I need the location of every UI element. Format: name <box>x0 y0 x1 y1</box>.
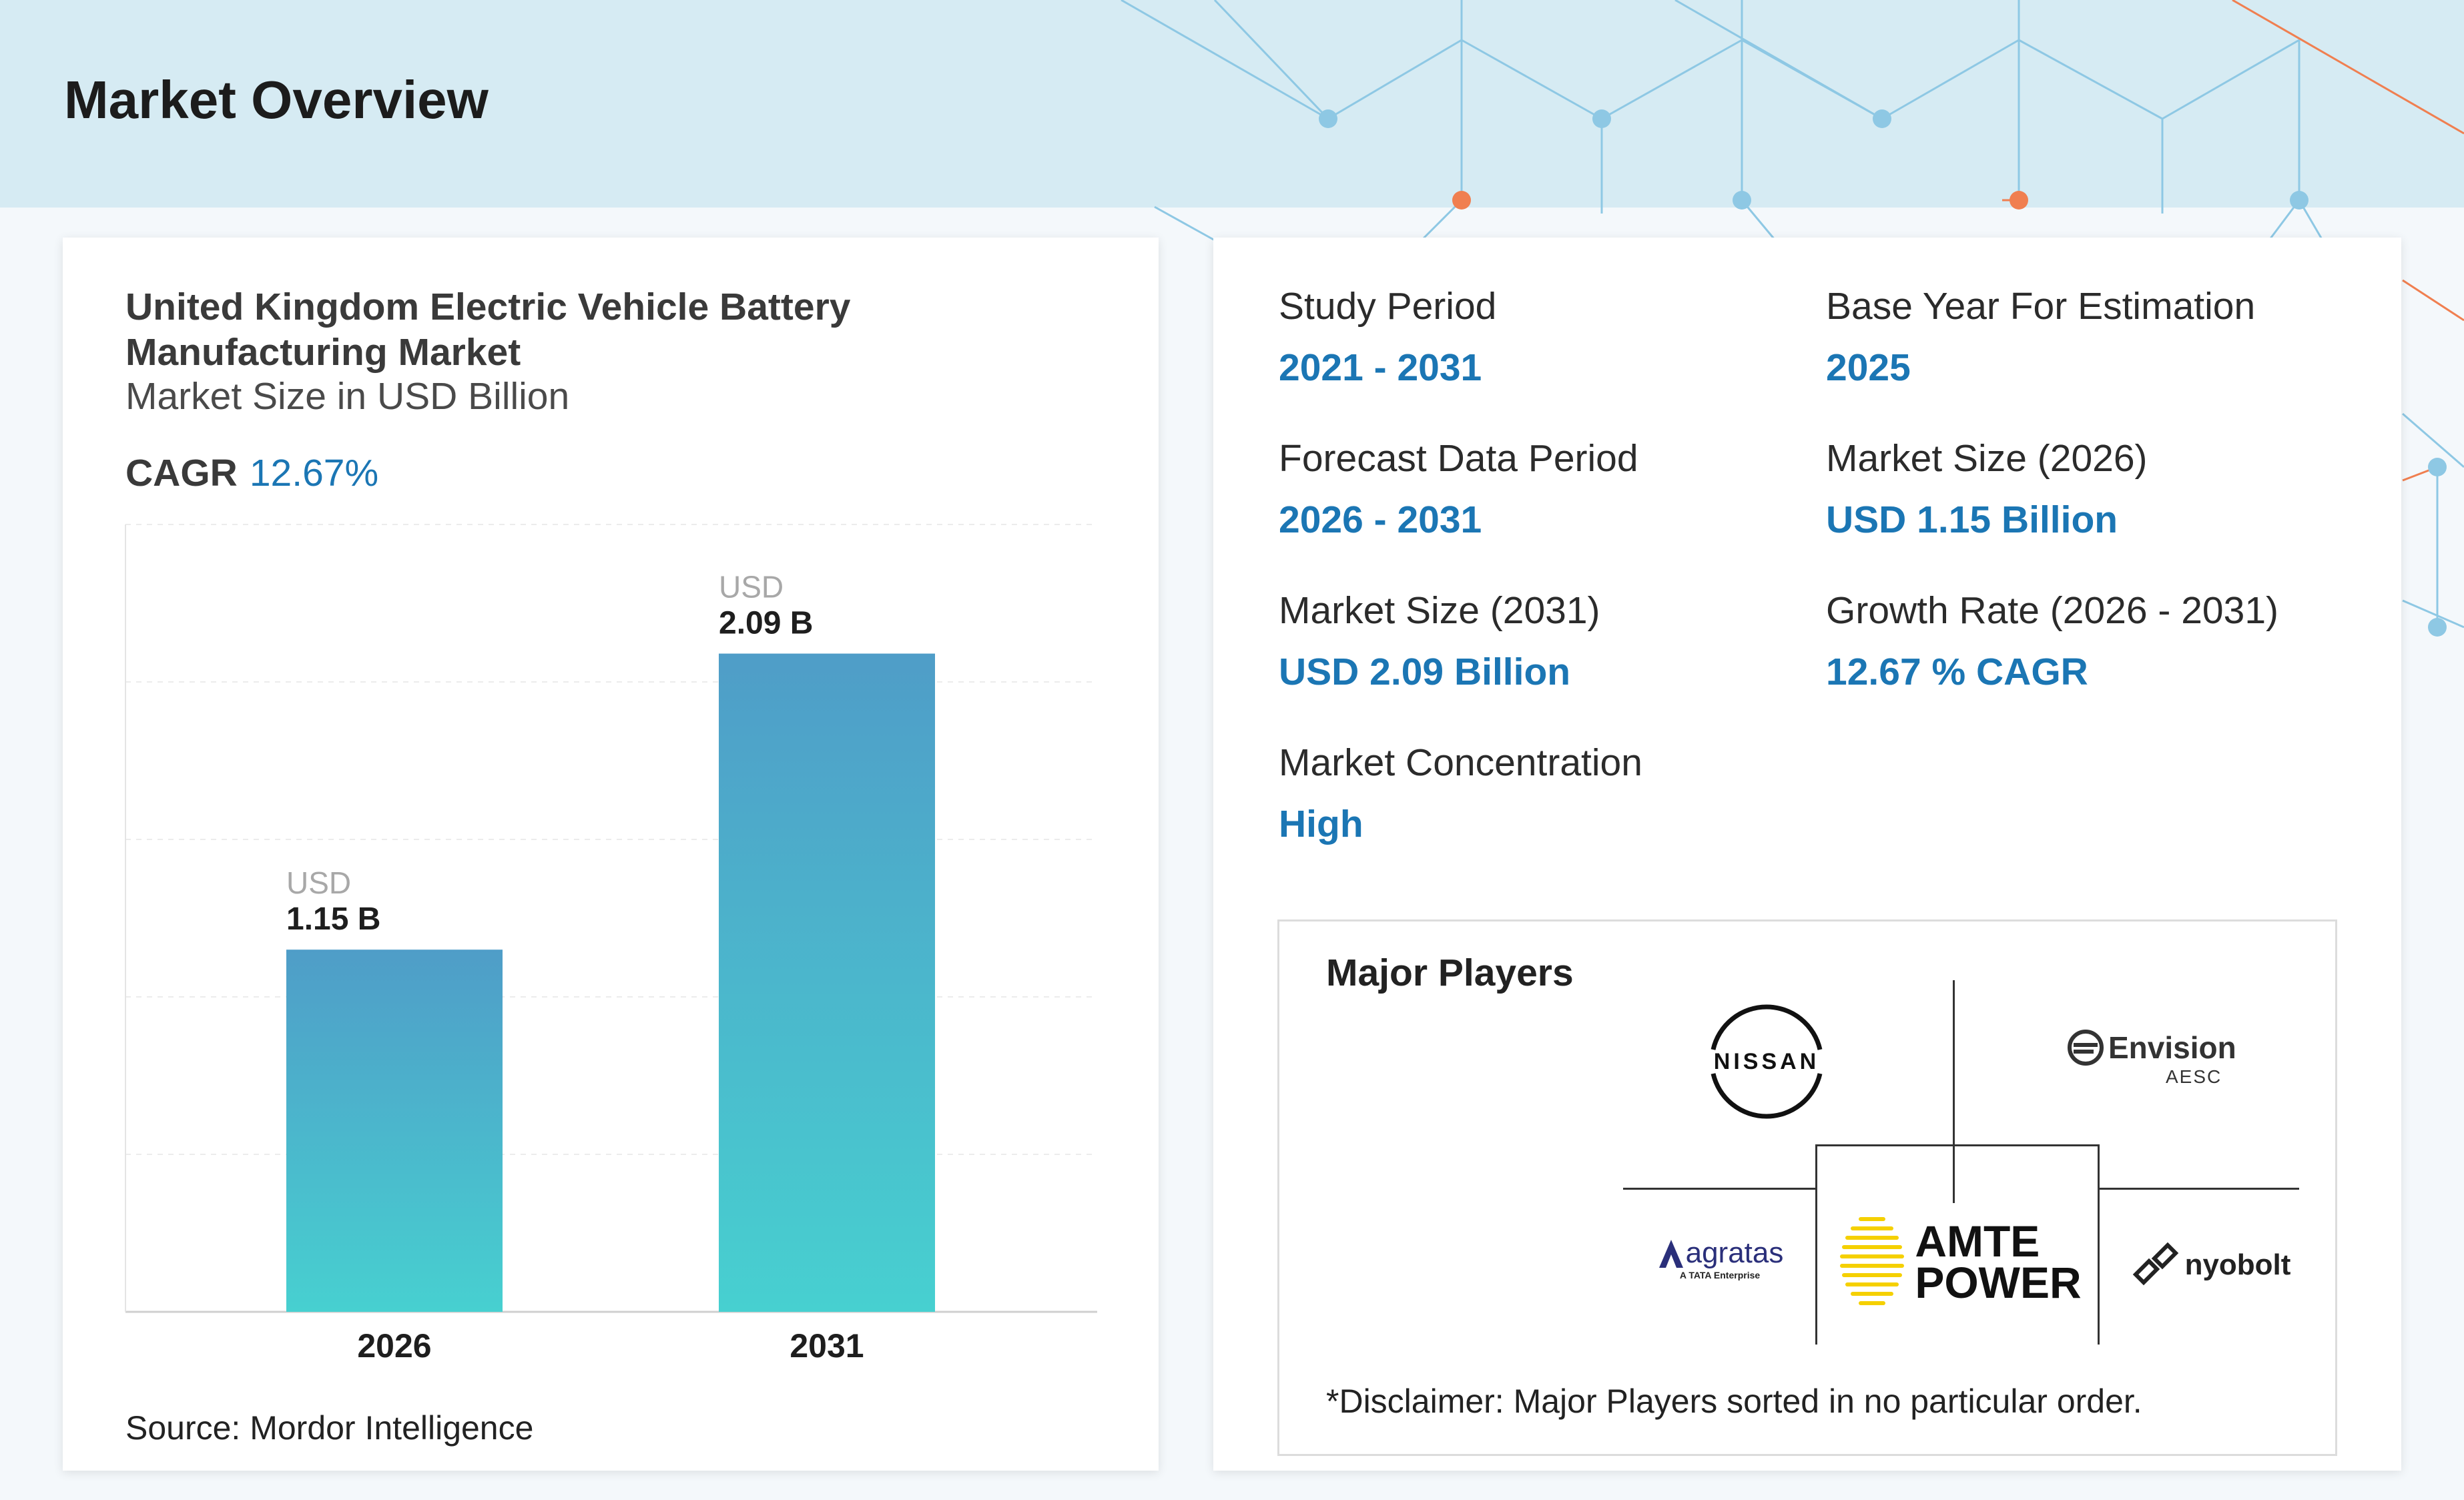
stat-value: USD 2.09 Billion <box>1279 651 1571 693</box>
stat-growth-rate: Growth Rate (2026 - 2031) 12.67 % CAGR <box>1826 589 2278 694</box>
divider <box>2098 1144 2100 1345</box>
stat-value: 2025 <box>1826 346 1911 389</box>
nissan-emblem-icon: NISSAN <box>1711 1004 1823 1119</box>
bar-value-prefix: USD <box>719 570 784 605</box>
divider <box>1623 1188 1817 1190</box>
stat-value: 2021 - 2031 <box>1279 346 1482 389</box>
nyobolt-logo: nyobolt <box>2120 1235 2300 1295</box>
stat-value: 2026 - 2031 <box>1279 498 1482 541</box>
amte-sun-icon <box>1840 1217 1905 1305</box>
stat-label: Market Size (2026) <box>1826 437 2148 480</box>
agratas-logo: agratas A TATA Enterprise <box>1640 1222 1800 1295</box>
major-players-title: Major Players <box>1326 952 1574 994</box>
stat-label: Market Concentration <box>1279 741 1642 784</box>
stat-market-size-2031: Market Size (2031) USD 2.09 Billion <box>1279 589 1600 694</box>
major-players-box: Major Players NISSAN Envision <box>1277 919 2337 1456</box>
divider <box>1953 980 1955 1203</box>
stat-base-year: Base Year For Estimation 2025 <box>1826 284 2255 390</box>
stat-forecast-period: Forecast Data Period 2026 - 2031 <box>1279 436 1638 542</box>
cagr-summary: CAGR 12.67% <box>125 451 378 495</box>
x-tick-label: 2031 <box>790 1327 864 1365</box>
cagr-value: 12.67% <box>249 452 379 494</box>
stat-value: USD 1.15 Billion <box>1826 498 2118 541</box>
nyobolt-link-icon <box>2132 1242 2178 1286</box>
bar-value-label: 1.15 B <box>286 901 380 937</box>
nyobolt-wordmark: nyobolt <box>2184 1248 2291 1281</box>
amte-power-logo: AMTE POWER <box>1827 1195 2094 1329</box>
chart-title: United Kingdom Electric Vehicle Battery … <box>125 286 851 374</box>
divider <box>1815 1144 1817 1345</box>
stat-value: High <box>1279 803 1363 845</box>
x-tick-label: 2026 <box>357 1327 431 1365</box>
amte-wordmark: AMTE <box>1915 1216 2040 1266</box>
agratas-a-icon <box>1658 1240 1683 1268</box>
source-note: Source: Mordor Intelligence <box>125 1409 534 1447</box>
stat-market-concentration: Market Concentration High <box>1279 741 1642 846</box>
chart-subtitle: Market Size in USD Billion <box>125 375 570 418</box>
power-wordmark: POWER <box>1915 1258 2082 1307</box>
envision-aesc-logo: Envision AESC <box>2067 1022 2267 1095</box>
nissan-logo: NISSAN <box>1680 1002 1853 1122</box>
stat-study-period: Study Period 2021 - 2031 <box>1279 284 1496 390</box>
bar-value-label: 2.09 B <box>719 606 813 641</box>
stat-label: Forecast Data Period <box>1279 437 1638 480</box>
stat-label: Study Period <box>1279 285 1497 328</box>
bar-2031 <box>719 653 935 1312</box>
chart-card: United Kingdom Electric Vehicle Battery … <box>63 238 1159 1471</box>
disclaimer: *Disclaimer: Major Players sorted in no … <box>1326 1383 2142 1420</box>
aesc-wordmark: AESC <box>2166 1066 2222 1087</box>
page-title: Market Overview <box>64 70 489 129</box>
cagr-label: CAGR <box>125 452 238 494</box>
divider <box>2099 1188 2299 1190</box>
agratas-wordmark: agratas <box>1685 1236 1784 1269</box>
stats-card: Study Period 2021 - 2031 Base Year For E… <box>1213 238 2401 1471</box>
stat-label: Growth Rate (2026 - 2031) <box>1826 589 2279 632</box>
divider <box>1815 1144 2100 1146</box>
stat-label: Market Size (2031) <box>1279 589 1600 632</box>
stat-label: Base Year For Estimation <box>1826 285 2256 328</box>
stat-value: 12.67 % CAGR <box>1826 651 2088 693</box>
stat-market-size-2026: Market Size (2026) USD 1.15 Billion <box>1826 436 2148 542</box>
envision-wordmark: Envision <box>2108 1030 2236 1065</box>
nissan-wordmark: NISSAN <box>1714 1049 1819 1074</box>
bar-value-prefix: USD <box>286 865 351 900</box>
envision-swirl-icon <box>2068 1030 2104 1066</box>
bar-2026 <box>286 950 503 1312</box>
agratas-tagline: A TATA Enterprise <box>1679 1270 1761 1280</box>
